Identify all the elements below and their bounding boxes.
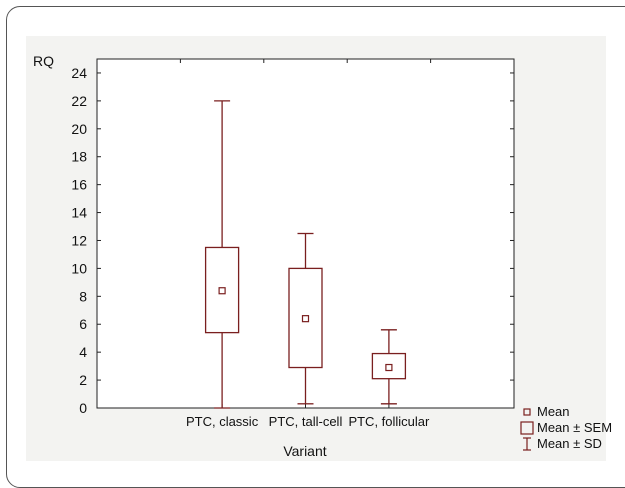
x-axis-label: Variant [283, 443, 326, 459]
y-axis-label: RQ [33, 53, 54, 69]
sem-box-icon [520, 421, 534, 435]
x-tick-label: PTC, follicular [348, 414, 430, 429]
mean-marker [218, 287, 226, 295]
x-tick-label: PTC, tall-cell [269, 414, 343, 429]
chart-legend: Mean Mean ± SEM Mean ± SD [520, 404, 612, 452]
sd-whisker-icon [520, 437, 534, 451]
y-tick-label: 18 [71, 149, 87, 165]
y-tick-label: 20 [71, 121, 87, 137]
box-marks [204, 100, 407, 409]
x-axis-ticks: PTC, classic PTC, tall-cell PTC, follicula… [179, 59, 432, 429]
mean-marker [385, 363, 393, 372]
legend-sd-label: Mean ± SD [537, 436, 602, 451]
sem-box [204, 246, 240, 334]
legend-sem-label: Mean ± SEM [537, 420, 613, 435]
x-tick-label: PTC, classic [186, 414, 259, 429]
legend-item-mean: Mean [520, 404, 612, 420]
y-tick-label: 14 [71, 205, 87, 221]
sem-box [371, 352, 407, 380]
y-tick-label: 10 [71, 260, 87, 276]
y-tick-label: 12 [71, 232, 87, 248]
sem-box [288, 267, 323, 369]
y-tick-label: 2 [79, 372, 87, 388]
legend-mean-label: Mean [537, 404, 570, 419]
y-tick-label: 22 [71, 93, 87, 109]
mean-marker-icon [520, 405, 534, 419]
y-tick-label: 6 [79, 316, 87, 332]
y-tick-label: 24 [71, 65, 87, 81]
y-tick-label: 16 [71, 177, 87, 193]
mean-marker [301, 315, 310, 323]
y-tick-label: 0 [79, 400, 87, 416]
legend-item-sem: Mean ± SEM [520, 420, 612, 436]
y-tick-label: 4 [79, 344, 87, 360]
legend-item-sd: Mean ± SD [520, 436, 612, 452]
y-tick-label: 8 [79, 288, 87, 304]
